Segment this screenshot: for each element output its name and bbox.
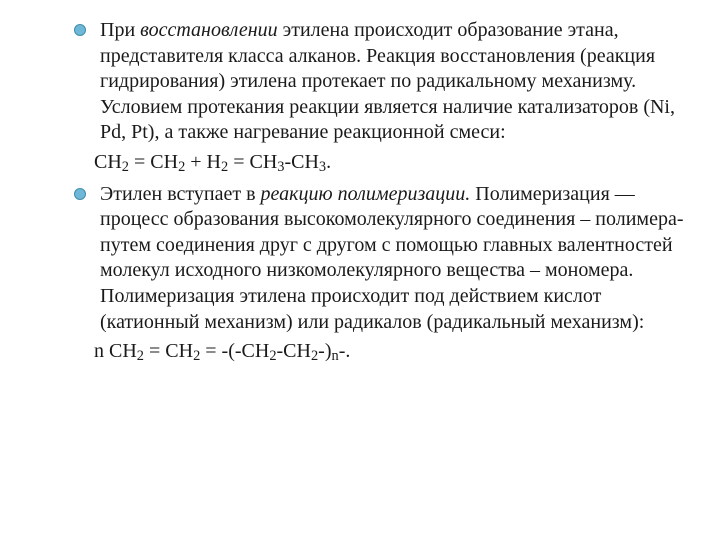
paragraph-text: Этилен вступает в реакцию полимеризации.… xyxy=(100,182,684,336)
bullet-item-2: Этилен вступает в реакцию полимеризации.… xyxy=(100,182,684,365)
bullet-icon xyxy=(74,188,86,200)
equation-text: n CH2 = CH2 = -(-CH2-CH2-)n-. xyxy=(94,339,684,365)
bullet-icon xyxy=(74,24,86,36)
paragraph-text: При восстановлении этилена происходит об… xyxy=(100,18,684,146)
equation-text: CH2 = CH2 + H2 = CH3-CH3. xyxy=(94,150,684,176)
bullet-item-1: При восстановлении этилена происходит об… xyxy=(100,18,684,176)
